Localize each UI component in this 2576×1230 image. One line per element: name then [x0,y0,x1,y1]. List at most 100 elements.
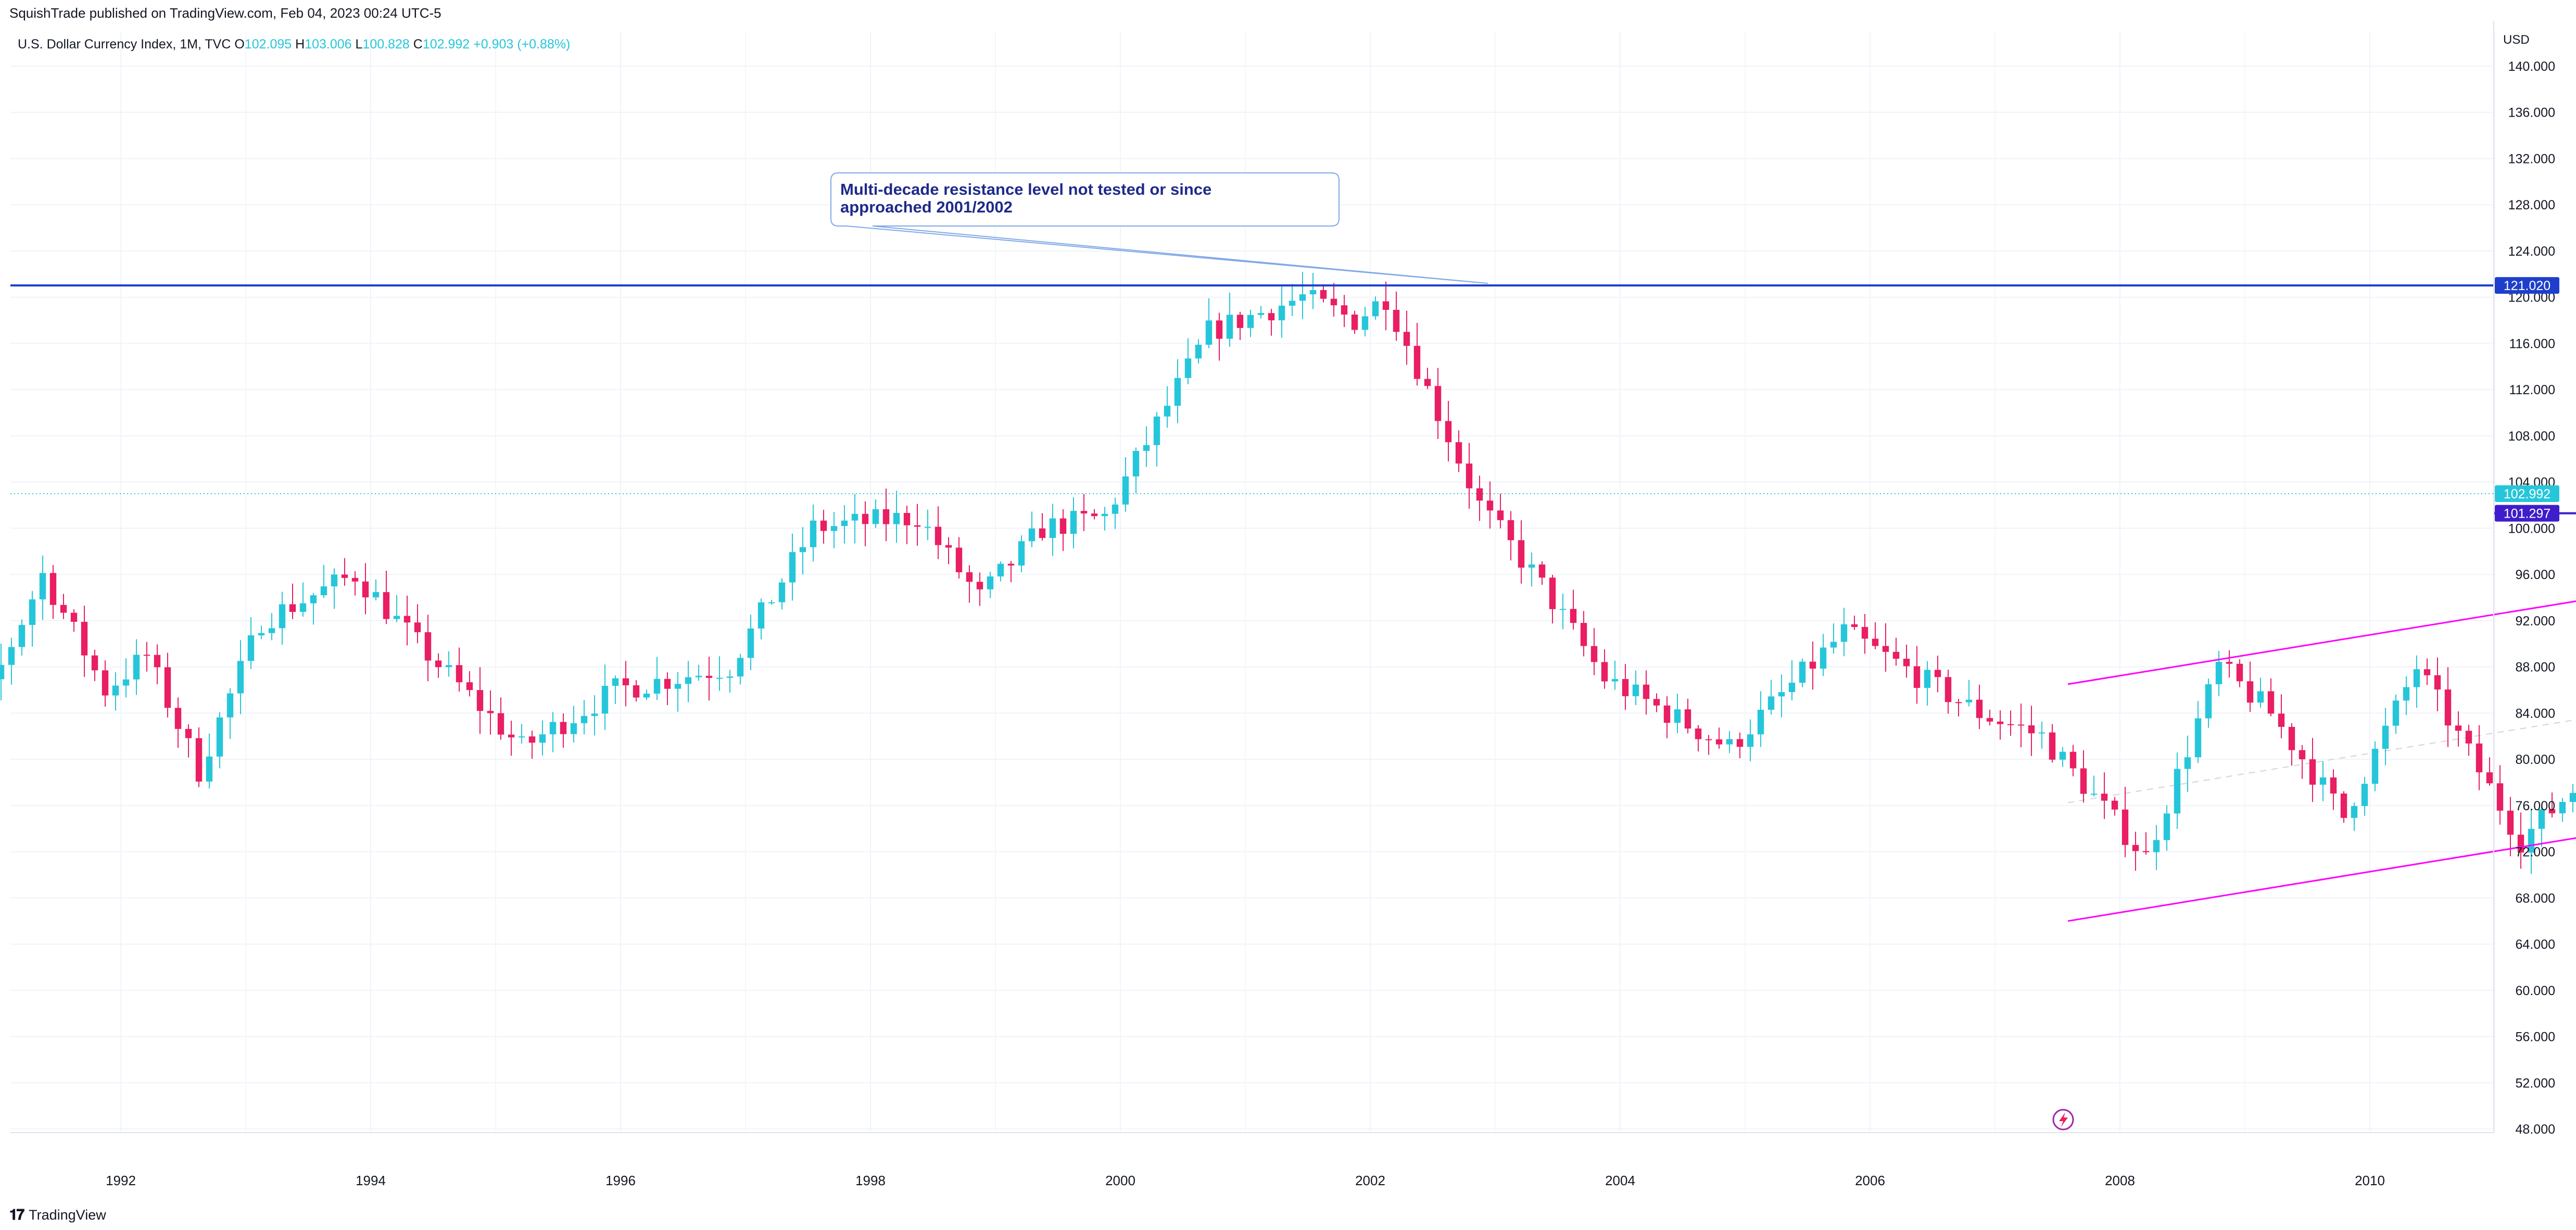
candle-body [1018,541,1025,566]
candle-body [633,685,640,698]
candle-body [1132,450,1140,476]
candle-body [1892,651,1900,659]
candle-body [2559,802,2566,813]
callout-text-line-2: approached 2001/2002 [840,198,1013,216]
tradingview-logo[interactable]: 𝟏𝟕 TradingView [9,1206,106,1224]
candle-body [1351,315,1358,330]
candle-body [1924,670,1931,688]
candle-body [2403,687,2410,701]
candle-body [2017,724,2025,726]
candle-body [1289,300,1296,306]
candle-body [1372,301,1379,317]
candle-body [508,734,515,738]
price-tick-label: 108.000 [2508,429,2555,444]
tradingview-icon: 𝟏𝟕 [9,1206,24,1223]
candle-body [258,633,265,636]
candle-body [622,678,629,686]
candle-body [49,573,57,605]
candles [0,272,2576,874]
candle-body [1476,488,1483,501]
time-tick-label: 2006 [1855,1173,1885,1188]
candle-body [1788,682,1796,693]
candle-body [1101,513,1108,517]
candle-body [60,605,67,613]
candle-body [1736,739,1744,747]
candle-body [2455,725,2462,731]
candle-body [976,582,983,589]
candle-body [737,658,744,677]
candle-body [1153,416,1160,445]
candle-body [1986,718,1993,722]
candle-body [1434,386,1442,421]
candle-body [1445,421,1452,443]
price-tick-label: 48.000 [2516,1122,2555,1137]
callout-shape[interactable] [830,172,1488,284]
candle-body [2236,663,2243,682]
candle-body [2174,769,2181,814]
candle-body [216,717,223,757]
candle-body [1195,345,1202,359]
candle-body [1226,315,1233,339]
price-tick-label: 128.000 [2508,198,2555,212]
candle-body [2319,777,2327,785]
price-tick-label: 124.000 [2508,244,2555,259]
candle-body [580,716,588,723]
candle-body [164,667,171,708]
time-tick-label: 2004 [1605,1173,1635,1188]
price-tick-label: 60.000 [2516,984,2555,998]
candle-body [2569,793,2576,802]
candle-body [2090,794,2098,795]
candle-body [914,525,921,527]
candle-body [403,616,411,623]
candle-body [643,693,650,698]
candle-body [1028,528,1036,542]
candle-body [1330,298,1337,306]
candle-body [1590,646,1598,662]
candle-body [2486,772,2493,784]
candle-body [1747,734,1754,747]
candle-body [226,693,234,718]
price-tick-label: 136.000 [2508,106,2555,120]
price-label-text: 102.992 [2504,487,2550,501]
candle-body [1497,510,1504,520]
candle-body [1080,511,1088,514]
candle-body [1309,290,1317,295]
candle-body [1507,520,1514,541]
candle-body [820,520,827,531]
candle-body [1528,564,1535,568]
candle-body [716,677,723,679]
candle-body [1278,306,1285,321]
candle-body [2434,675,2441,690]
candle-body [2049,732,2056,760]
candle-body [2059,751,2066,760]
time-tick-label: 2010 [2355,1173,2385,1188]
candle-body [1382,301,1390,310]
channel-lower-line[interactable] [2067,554,2576,922]
candle-body [528,736,536,743]
lightning-icon[interactable] [2052,1109,2074,1131]
candle-body [1997,721,2004,724]
candle-body [695,675,702,677]
chart-grid [10,31,2495,1133]
candle-body [424,632,432,661]
time-tick-label: 1992 [106,1173,136,1188]
candle-body [2163,813,2170,840]
candle-body [2382,725,2389,749]
symbol-legend: U.S. Dollar Currency Index, 1M, TVC O102… [18,37,570,52]
candle-body [18,625,26,647]
candle-body [0,664,5,680]
chart-misc [2052,1109,2074,1131]
candle-body [1059,518,1067,534]
candle-body [862,513,869,524]
candle-body [1164,406,1171,417]
channel-midline[interactable] [2067,436,2576,804]
candle-body [466,682,473,691]
channel-upper-line[interactable] [2067,317,2576,685]
candle-body [1216,320,1223,339]
candle-body [841,520,848,526]
candle-body [2007,724,2014,725]
candle-body [1205,320,1213,345]
candle-body [2288,726,2295,750]
time-tick-label: 1998 [855,1173,886,1188]
